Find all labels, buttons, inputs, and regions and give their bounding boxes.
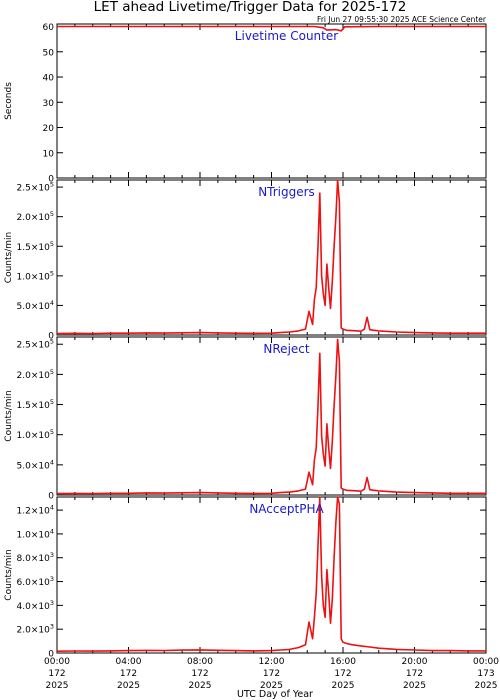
y-tick-exponent: 5 [50, 181, 54, 189]
y-tick-label: 1.5×105 [17, 240, 54, 253]
figure-subtitle: Fri Jun 27 09:55:30 2025 ACE Science Cen… [317, 15, 487, 24]
panel-title: NAcceptPHA [249, 502, 324, 516]
panel-1: 0 10 20 30 40 50 60 Seconds Livetime Counter [4, 23, 487, 185]
x-tick-line: 20:00 [402, 657, 428, 667]
panel-title: NTriggers [258, 185, 315, 199]
y-tick-exponent: 5 [50, 368, 54, 376]
x-tick-label: 00:00 173 2025 [473, 657, 499, 691]
x-tick-label: 00:00 172 2025 [44, 657, 70, 691]
x-tick-line: 2025 [189, 681, 212, 691]
y-tick-label: 5.0×104 [17, 458, 54, 471]
y-tick-label: 1.0×104 [17, 527, 54, 540]
y-tick-label: 20 [43, 124, 55, 134]
y-tick-exponent: 5 [50, 338, 54, 346]
x-tick-label: 08:00 172 2025 [187, 657, 213, 691]
series-line [56, 179, 486, 335]
panel-frame [56, 496, 487, 654]
y-axis-title: Counts/min [4, 549, 14, 600]
panel-3: 0 5.0×104 1.0×105 1.5×105 2.0×105 2.5×105 Coun… [4, 336, 487, 502]
figure-title: LET ahead Livetime/Trigger Data for 2025… [94, 0, 407, 15]
y-tick-exponent: 3 [50, 623, 54, 631]
y-tick-label: 50 [43, 48, 55, 58]
y-tick-label: 2.5×105 [17, 181, 54, 194]
y-tick-label: 2.0×105 [17, 368, 54, 381]
y-tick-label: 2.5×105 [17, 338, 54, 351]
panel-title: Livetime Counter [235, 29, 338, 43]
y-tick-label: 8.0×103 [17, 551, 54, 564]
y-tick-exponent: 3 [50, 551, 54, 559]
y-tick-exponent: 5 [50, 240, 54, 248]
panel-frame [56, 179, 487, 336]
y-tick-label: 60 [43, 23, 55, 33]
y-tick-label: 30 [43, 99, 55, 109]
series-line [56, 496, 486, 652]
y-tick-label: 40 [43, 74, 55, 84]
panel-frame [56, 336, 487, 496]
y-tick-label: 4.0×103 [17, 599, 54, 612]
y-axis-title: Counts/min [4, 232, 14, 283]
panel-title: NReject [263, 342, 309, 356]
x-axis-labels: 00:00172202504:00172202508:00172202512:0… [44, 657, 499, 691]
panel-frame [56, 23, 487, 179]
series-line [56, 338, 486, 495]
y-tick-exponent: 4 [50, 527, 54, 535]
y-tick-exponent: 4 [50, 458, 54, 466]
x-tick-line: 172 [120, 669, 137, 679]
y-tick-label: 5.0×104 [17, 299, 54, 312]
y-tick-exponent: 5 [50, 210, 54, 218]
y-tick-label: 10 [43, 149, 55, 159]
x-tick-line: 172 [334, 669, 351, 679]
y-tick-exponent: 5 [50, 269, 54, 277]
y-tick-exponent: 3 [50, 599, 54, 607]
x-tick-line: 2025 [46, 681, 69, 691]
y-tick-label: 6.0×103 [17, 575, 54, 588]
y-tick-label: 0 [48, 175, 54, 185]
y-tick-exponent: 4 [50, 299, 54, 307]
x-tick-label: 20:00 172 2025 [402, 657, 428, 691]
y-axis-title: Counts/min [4, 390, 14, 441]
x-tick-line: 2025 [475, 681, 498, 691]
y-tick-label: 0 [48, 492, 54, 502]
series-line [57, 25, 486, 32]
y-tick-label: 2.0×105 [17, 210, 54, 223]
x-tick-label: 04:00 172 2025 [116, 657, 142, 691]
y-tick-label: 0 [48, 650, 54, 660]
y-tick-exponent: 5 [50, 398, 54, 406]
y-tick-label: 1.2×104 [17, 504, 54, 517]
x-tick-label: 12:00 172 2025 [259, 657, 285, 691]
y-tick-exponent: 3 [50, 575, 54, 583]
x-tick-line: 2025 [260, 681, 283, 691]
y-tick-label: 1.5×105 [17, 398, 54, 411]
x-tick-line: 2025 [332, 681, 355, 691]
x-tick-line: 16:00 [330, 657, 356, 667]
x-tick-line: 172 [406, 669, 423, 679]
x-tick-line: 172 [263, 669, 280, 679]
x-tick-line: 08:00 [187, 657, 213, 667]
x-tick-line: 173 [477, 669, 494, 679]
panel-2: 0 5.0×104 1.0×105 1.5×105 2.0×105 2.5×105 Coun… [4, 179, 487, 342]
x-tick-line: 12:00 [259, 657, 285, 667]
y-tick-exponent: 5 [50, 428, 54, 436]
y-tick-label: 2.0×103 [17, 623, 54, 636]
x-axis-title: UTC Day of Year [237, 689, 313, 700]
x-tick-line: 172 [191, 669, 208, 679]
x-tick-line: 2025 [403, 681, 426, 691]
x-tick-line: 00:00 [473, 657, 499, 667]
x-tick-label: 16:00 172 2025 [330, 657, 356, 691]
y-tick-label: 0 [48, 332, 54, 342]
x-tick-line: 172 [48, 669, 65, 679]
y-axis-title: Seconds [4, 82, 14, 120]
y-tick-label: 1.0×105 [17, 428, 54, 441]
y-tick-exponent: 4 [50, 504, 54, 512]
y-tick-label: 1.0×105 [17, 269, 54, 282]
x-tick-line: 00:00 [44, 657, 70, 667]
x-tick-line: 2025 [117, 681, 140, 691]
x-tick-line: 04:00 [116, 657, 142, 667]
panel-4: 0 2.0×103 4.0×103 6.0×103 8.0×103 1.0×104 1.2×… [4, 496, 487, 660]
